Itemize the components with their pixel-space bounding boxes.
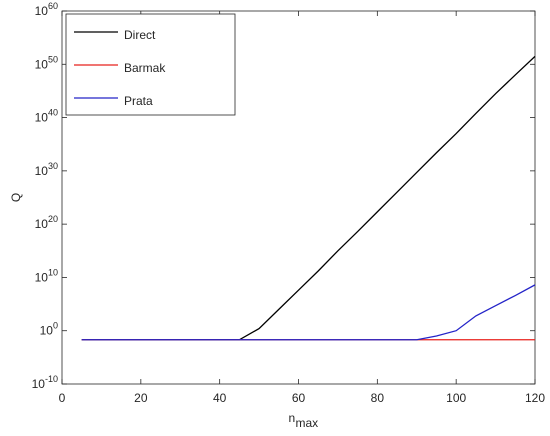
x-tick-label: 40	[213, 391, 227, 405]
y-tick-label: 1040	[35, 108, 58, 125]
y-tick-label: 1050	[35, 54, 58, 71]
x-axis-label-sub: max	[296, 416, 319, 430]
x-tick-label: 60	[292, 391, 306, 405]
y-tick-label: 10-10	[32, 374, 58, 391]
y-tick-label: 100	[40, 321, 58, 338]
legend-label: Barmak	[124, 61, 166, 75]
legend-label: Direct	[124, 28, 156, 42]
x-tick-label: 80	[371, 391, 385, 405]
x-tick-label: 100	[446, 391, 466, 405]
y-tick-label: 1020	[35, 214, 58, 231]
x-tick-label: 0	[59, 391, 66, 405]
series-line	[81, 284, 536, 341]
y-tick-label: 1030	[35, 161, 58, 178]
x-tick-label: 120	[525, 391, 545, 405]
legend-label: Prata	[124, 94, 153, 108]
x-axis-label: n	[289, 411, 296, 425]
y-axis-label: Q	[9, 193, 23, 202]
y-tick-label: 1010	[35, 267, 58, 284]
x-tick-label: 20	[134, 391, 148, 405]
y-tick-label: 1060	[35, 1, 58, 18]
